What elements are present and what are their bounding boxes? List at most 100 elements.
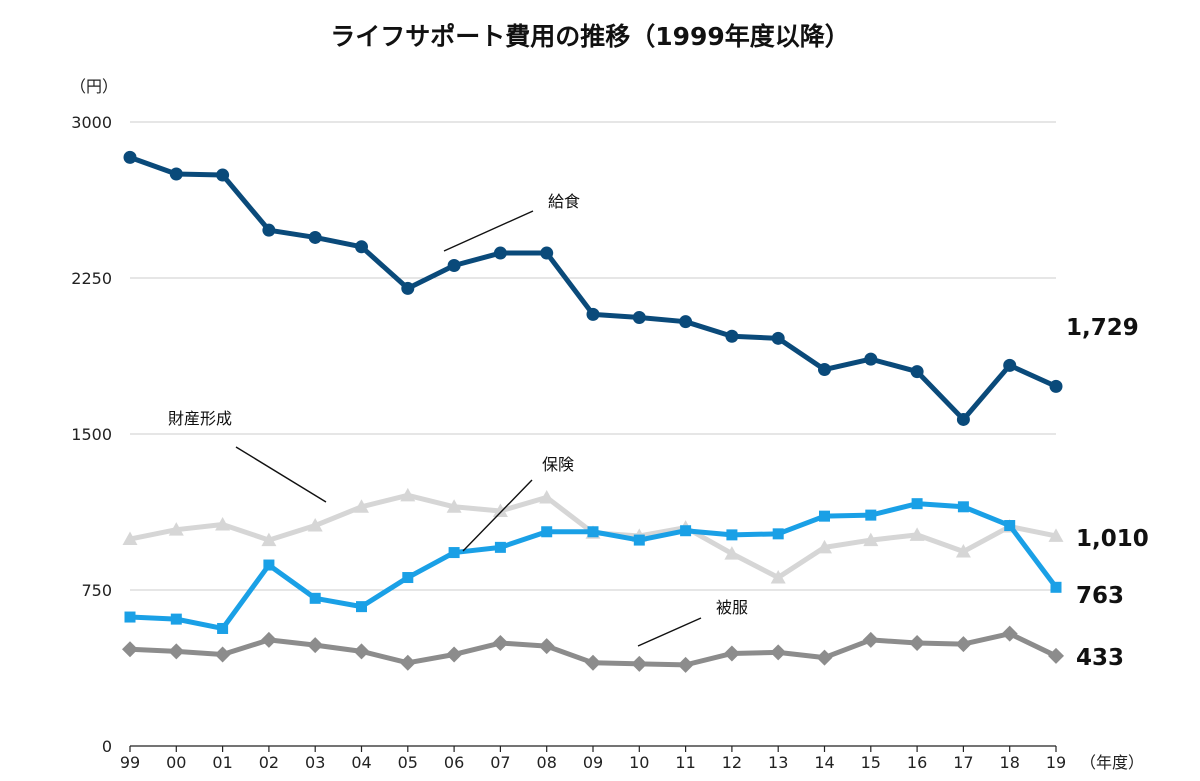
end-value-label: 433 [1076,645,1124,671]
data-point-hifuku [909,635,926,652]
data-point-hifuku [631,655,648,672]
x-tick-label: 04 [351,753,371,772]
data-point-hoken [1050,581,1062,593]
y-axis-unit-label: （円） [70,77,118,96]
data-point-kyushoku [956,412,970,426]
data-point-kyushoku [586,307,600,321]
end-value-label: 1,729 [1066,315,1139,341]
series-hoken [124,498,1062,634]
x-tick-label: 10 [629,753,649,772]
data-point-kyushoku [679,315,693,329]
data-point-hoken [819,510,830,522]
series-line-kyushoku [127,154,1059,422]
data-point-kyushoku [1003,358,1017,372]
data-point-hifuku [585,654,601,671]
data-point-zaisan-keisei [817,539,832,554]
data-point-hoken [402,572,414,584]
x-tick-label: 19 [1046,753,1066,772]
y-tick-label: 2250 [71,269,112,288]
data-point-kyushoku [355,240,368,254]
data-point-hoken [263,559,275,571]
data-point-kyushoku [725,329,739,343]
data-point-hoken [124,611,136,623]
data-point-zaisan-keisei [863,532,879,547]
data-point-kyushoku [308,230,322,244]
data-point-kyushoku [1049,379,1063,393]
leader-line [637,617,702,647]
series-name-label: 保険 [542,455,574,474]
data-point-zaisan-keisei [400,487,416,502]
data-point-hifuku [955,636,972,653]
data-point-kyushoku [540,246,554,260]
data-point-hoken [726,529,738,541]
x-tick-label: 14 [814,753,834,772]
data-point-zaisan-keisei [446,499,462,513]
x-tick-label: 02 [259,753,279,772]
data-point-hifuku [307,637,324,654]
x-tick-label: 16 [907,753,927,772]
x-tick-label: 17 [953,753,973,772]
data-point-hifuku [168,643,185,660]
x-tick-label: 08 [537,753,557,772]
data-point-zaisan-keisei [770,570,786,584]
y-tick-label: 1500 [71,425,112,444]
data-point-kyushoku [262,223,276,237]
x-tick-label: 07 [490,753,510,772]
data-point-hoken [911,498,923,510]
data-point-hifuku [122,641,138,658]
x-tick-label: 12 [722,753,742,772]
data-point-hifuku [538,638,555,655]
data-point-zaisan-keisei [492,503,508,517]
data-point-hoken [865,509,877,521]
data-point-hoken [448,547,460,559]
x-tick-label: 06 [444,753,464,772]
data-point-hoken [309,592,321,604]
chart-title: ライフサポート費用の推移（1999年度以降） [330,22,850,51]
data-point-hifuku [1001,625,1018,642]
data-point-hoken [1004,520,1016,532]
data-point-hifuku [399,654,416,671]
leader-line [235,446,327,503]
data-point-hifuku [770,644,787,661]
data-point-kyushoku [632,311,646,325]
data-point-kyushoku [771,331,785,345]
data-point-hifuku [446,646,463,663]
x-tick-label: 01 [212,753,232,772]
data-point-kyushoku [169,167,183,181]
x-tick-label: 03 [305,753,325,772]
data-point-hoken [541,526,553,538]
data-point-kyushoku [216,168,230,182]
end-value-label: 1,010 [1076,526,1149,552]
end-value-label: 763 [1076,583,1124,609]
data-point-hoken [587,526,599,538]
x-tick-label: 15 [861,753,881,772]
data-point-hoken [680,525,692,537]
x-tick-label: 00 [166,753,186,772]
data-point-hoken [356,601,367,613]
data-point-zaisan-keisei [1048,528,1064,542]
data-point-hoken [957,501,969,513]
y-tick-label: 0 [102,737,112,756]
data-point-zaisan-keisei [168,522,184,536]
data-point-zaisan-keisei [955,544,971,558]
data-point-hifuku [862,631,879,648]
leader-line [443,210,534,252]
data-point-hoken [772,528,784,540]
data-point-zaisan-keisei [354,499,369,513]
data-point-hifuku [723,645,740,662]
leader-line [462,479,533,552]
data-point-kyushoku [864,352,878,366]
data-point-zaisan-keisei [261,532,277,547]
data-point-zaisan-keisei [215,516,231,531]
data-point-hoken [633,534,645,546]
data-point-kyushoku [447,259,461,273]
series-name-label: 財産形成 [168,409,232,428]
series-name-label: 給食 [548,192,580,211]
data-point-kyushoku [401,281,415,295]
x-tick-label: 09 [583,753,603,772]
y-tick-label: 3000 [71,113,112,132]
data-point-zaisan-keisei [122,531,138,546]
data-point-hoken [217,622,229,634]
data-point-hifuku [677,656,694,673]
data-point-hifuku [816,649,833,666]
